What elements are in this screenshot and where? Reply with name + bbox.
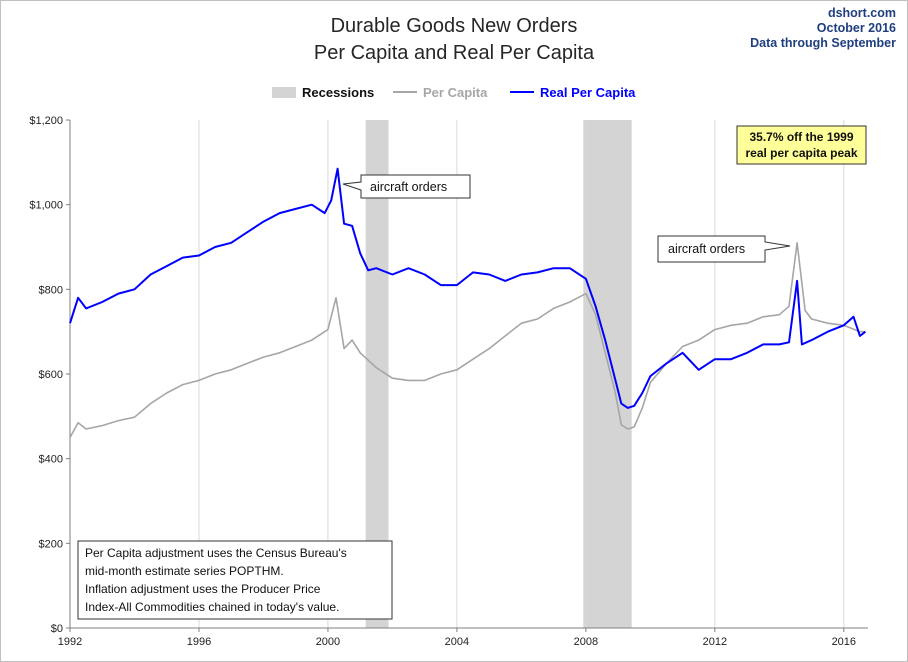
callout-text-2000: aircraft orders — [370, 180, 447, 194]
legend-recessions-label: Recessions — [302, 85, 374, 100]
x-tick-label-1996: 1996 — [187, 636, 211, 648]
y-tick-label-0: $0 — [51, 623, 63, 635]
legend-recession-swatch — [272, 87, 296, 98]
peak-box — [736, 125, 867, 165]
recession-band-1 — [365, 120, 389, 628]
x-tick-label-2016: 2016 — [832, 636, 856, 648]
x-tick-label-2004: 2004 — [445, 636, 469, 648]
peak-text-line1: 35.7% off the 1999 — [749, 130, 853, 144]
source-label: dshort.com — [828, 6, 896, 20]
callout-box-2014 — [657, 235, 791, 263]
note-line4: Index-All Commodities chained in today's… — [85, 600, 339, 614]
y-tick-label-800: $800 — [39, 284, 63, 296]
legend: Recessions Per Capita Real Per Capita — [272, 85, 636, 100]
callout-box-2000 — [342, 174, 471, 199]
legend-real-per-capita-label: Real Per Capita — [540, 85, 636, 100]
callout-text-2014: aircraft orders — [668, 242, 745, 256]
y-tick-label-400: $400 — [39, 454, 63, 466]
chart-title-line1: Durable Goods New Orders — [331, 15, 578, 37]
axes: $0 $200 $400 $600 $800 $1,000 $1,200 1992 1996 20… — [29, 115, 868, 648]
series-lines — [69, 167, 867, 438]
y-tick-label-1200: $1,200 — [29, 115, 63, 127]
x-tick-label-2012: 2012 — [703, 636, 727, 648]
series-line-per-capita — [69, 242, 866, 438]
note-line3: Inflation adjustment uses the Producer P… — [85, 582, 321, 596]
peak-text-line2: real per capita peak — [745, 146, 857, 160]
y-tick-label-1000: $1,000 — [29, 200, 63, 212]
legend-per-capita-label: Per Capita — [423, 85, 488, 100]
y-tick-label-600: $600 — [39, 369, 63, 381]
recession-band-2 — [583, 120, 632, 628]
date-label: October 2016 — [817, 21, 896, 35]
note-line2: mid-month estimate series POPTHM. — [85, 564, 284, 578]
note-box — [77, 540, 393, 620]
y-tick-label-200: $200 — [39, 538, 63, 550]
chart-title-line2: Per Capita and Real Per Capita — [314, 42, 595, 64]
annotation-aircraft-2000: aircraft orders — [342, 174, 471, 199]
x-tick-label-2000: 2000 — [316, 636, 340, 648]
peak-annotation: 35.7% off the 1999 real per capita peak — [736, 125, 867, 165]
data-through-label: Data through September — [750, 36, 896, 50]
x-tick-label-1992: 1992 — [58, 636, 82, 648]
x-tick-label-2008: 2008 — [574, 636, 598, 648]
annotation-aircraft-2014: aircraft orders — [657, 235, 791, 263]
recession-bands — [365, 120, 632, 628]
note-line1: Per Capita adjustment uses the Census Bu… — [85, 546, 347, 560]
series-line-real-per-capita — [69, 167, 867, 409]
methodology-note: Per Capita adjustment uses the Census Bu… — [77, 540, 393, 620]
